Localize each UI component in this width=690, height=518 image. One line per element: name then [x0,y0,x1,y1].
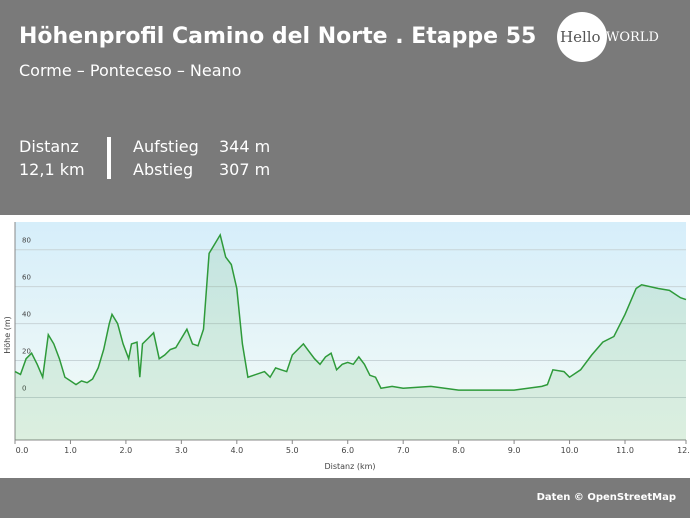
area [15,234,686,440]
x-tick-label: 2.0 [120,446,133,455]
x-tick-label: 9.0 [508,446,521,455]
logo-circle [557,12,607,62]
x-tick-label: 11.0 [616,446,634,455]
stat-value: 307 m [219,160,271,179]
y-tick-label: 40 [22,311,31,319]
y-tick-label: 60 [22,274,31,282]
y-axis-label: Höhe (m) [3,316,12,353]
subtitle: Corme – Ponteceso – Neano [19,61,242,80]
x-tick-label: 0.0 [16,446,29,455]
x-tick-label: 10.0 [561,446,579,455]
stat-value: 344 m [219,137,271,156]
x-tick-label: 7.0 [397,446,410,455]
title: Höhenprofil Camino del Norte . Etappe 55 [19,24,537,49]
plot-bg [15,222,686,440]
logo-hello: Hello [560,28,601,46]
x-axis-label: Distanz (km) [324,462,375,471]
chart: Höhe (m) Distanz (km) 0 20 40 60 80 0.0 1.0 2.0… [0,215,690,478]
x-tick-label: 1.0 [64,446,77,455]
stat-label: Aufstieg [133,137,199,156]
logo-world: WORLD [606,30,659,45]
footer-source: Daten © OpenStreetMap [536,492,676,503]
x-tick-label: 8.0 [452,446,465,455]
stat-value: 12,1 km [19,160,85,179]
x-tick-label: 3.0 [175,446,188,455]
line [14,232,687,391]
x-tick-label: 5.0 [286,446,299,455]
x-tick-label: 12.1 [677,446,690,455]
x-tick-label: 4.0 [230,446,243,455]
stat-label: Distanz [19,137,79,156]
y-tick-label: 20 [22,348,31,356]
y-tick-label: 0 [22,385,26,393]
stat-label: Abstieg [133,160,194,179]
x-tick-label: 6.0 [341,446,354,455]
divider [107,137,111,179]
y-tick-label: 80 [22,237,31,245]
